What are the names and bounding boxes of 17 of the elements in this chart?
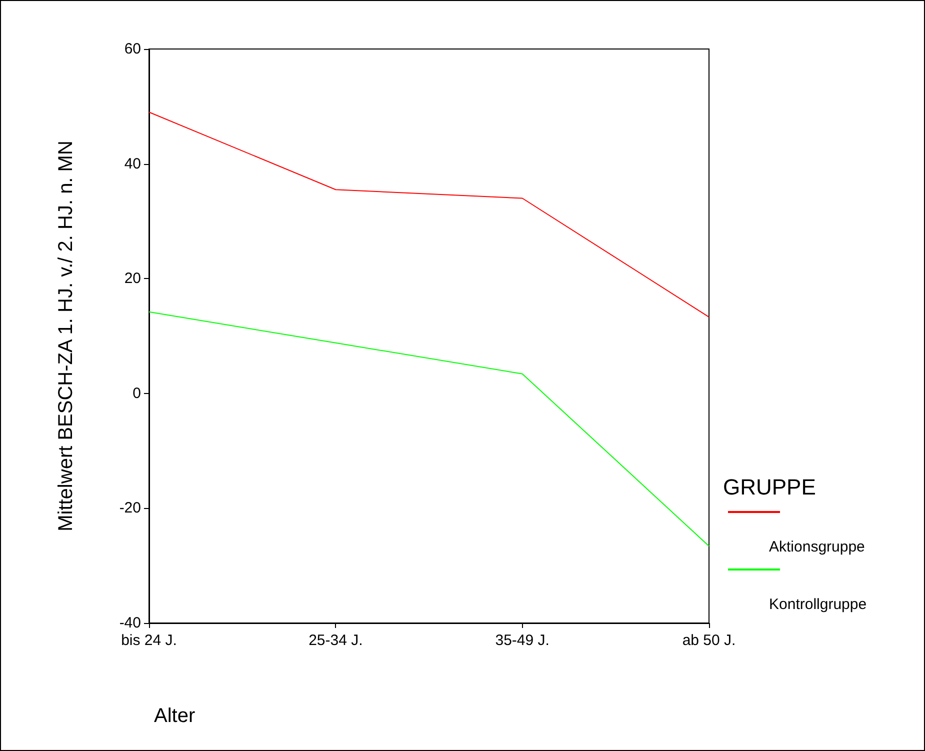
legend-title: GRUPPE [723, 474, 816, 500]
line-series [148, 311, 710, 547]
y-axis-title: Mittelwert BESCH-ZA 1. HJ. v./ 2. HJ. n. MN [55, 140, 77, 532]
y-tick-label: -40 [119, 614, 141, 632]
text: Kontrollgruppe [769, 596, 867, 613]
text: Aktionsgruppe [769, 538, 865, 556]
x-tick-label: bis 24 J. [121, 632, 177, 649]
y-tick-label: -20 [119, 500, 141, 517]
x-tick-label: ab 50 J. [682, 632, 736, 649]
y-tick-label: 20 [124, 270, 141, 288]
y-tick-label: 60 [124, 40, 141, 58]
x-axis-title: Alter [154, 705, 196, 727]
line-series [148, 112, 710, 318]
y-tick-label: 40 [124, 155, 141, 172]
y-tick-label: 0 [132, 384, 141, 402]
x-tick-label: 25-34 J. [308, 632, 363, 649]
x-tick-label: 35-49 J. [495, 632, 550, 649]
